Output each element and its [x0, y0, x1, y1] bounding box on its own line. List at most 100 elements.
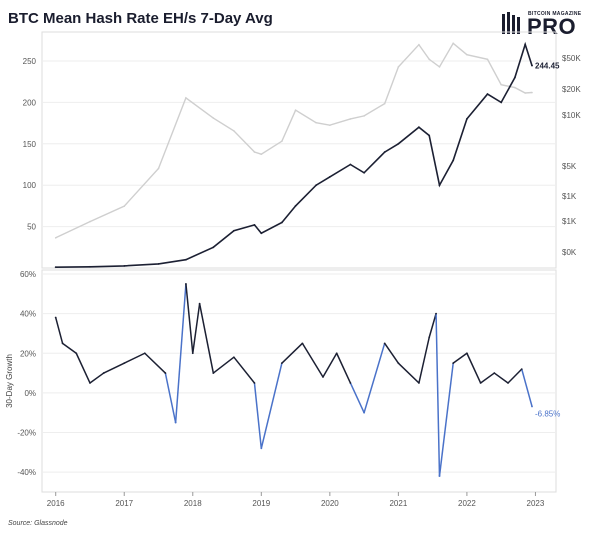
growth-segment	[363, 343, 386, 413]
hash-point	[123, 265, 126, 267]
growth-point	[212, 372, 215, 374]
growth-point	[418, 382, 420, 384]
top-y-tick-100: 100	[23, 181, 37, 190]
growth-point	[61, 342, 64, 345]
hash-point	[260, 232, 263, 235]
growth-segment	[336, 352, 352, 384]
price-point	[212, 117, 215, 119]
price-point	[349, 118, 352, 120]
price-point	[452, 42, 455, 45]
hash-point	[349, 163, 352, 166]
growth-point	[75, 352, 78, 355]
growth-point	[438, 475, 441, 478]
growth-segment	[174, 283, 187, 423]
top-y-tick-250: 250	[23, 57, 37, 66]
growth-segment	[54, 317, 64, 344]
growth-segment	[301, 342, 324, 378]
price-point	[531, 91, 533, 94]
x-tick-label: 2023	[527, 499, 545, 508]
bottom-y-tick: -40%	[17, 468, 36, 477]
growth-point	[363, 411, 366, 414]
growth-point	[322, 376, 324, 378]
growth-segment	[438, 363, 454, 477]
growth-point	[143, 352, 146, 355]
growth-point	[452, 362, 455, 365]
price-axis-tick: $1K	[562, 192, 577, 201]
hash-point	[466, 118, 468, 120]
growth-point	[164, 372, 167, 374]
price-point	[383, 102, 386, 105]
growth-segment	[103, 362, 125, 374]
growth-point	[507, 382, 509, 384]
hash-point	[397, 142, 400, 145]
growth-segment	[281, 342, 303, 364]
growth-last-value-label: -6.85%	[535, 409, 560, 418]
bottom-y-tick: 40%	[20, 310, 36, 319]
hash-point	[418, 126, 420, 129]
growth-segment	[62, 342, 77, 354]
growth-point	[54, 316, 57, 319]
price-point	[397, 66, 400, 68]
price-point	[294, 109, 297, 111]
top-y-tick-50: 50	[27, 223, 36, 232]
bottom-y-axis-label: 30-Day Growth	[5, 354, 14, 408]
price-point	[89, 220, 91, 223]
price-point	[500, 83, 502, 86]
hash-point	[157, 262, 160, 265]
price-point	[329, 124, 331, 127]
growth-segment	[322, 352, 338, 378]
price-point	[486, 58, 489, 61]
hash-point	[428, 134, 431, 137]
growth-segment	[384, 342, 399, 364]
bottom-panel-frame	[41, 269, 557, 493]
brand-pro-text: PRO	[527, 14, 577, 39]
price-axis-tick: $5K	[562, 162, 577, 171]
growth-segment	[260, 362, 283, 449]
hash-last-value-label: 244.45	[535, 62, 560, 71]
growth-segment	[349, 382, 365, 414]
brand-bars-icon	[502, 12, 520, 34]
brand-logo: BITCOIN MAGAZINE PRO	[502, 6, 592, 39]
hash-point	[513, 76, 516, 79]
growth-segment	[466, 352, 482, 384]
growth-segment	[185, 283, 194, 354]
growth-point	[102, 372, 105, 374]
bottom-y-tick: 0%	[24, 389, 36, 398]
hash-point	[531, 64, 533, 67]
growth-segment	[435, 313, 441, 477]
series-hash-rate	[55, 41, 533, 268]
hash-point	[383, 151, 386, 153]
growth-point	[349, 382, 352, 384]
growth-point	[174, 421, 177, 424]
growth-segment	[480, 372, 495, 384]
hash-point	[253, 224, 256, 226]
price-point	[233, 130, 235, 132]
price-point	[418, 43, 420, 46]
top-y-tick-200: 200	[23, 98, 37, 107]
price-point	[253, 151, 256, 153]
price-point	[54, 237, 57, 239]
growth-segment	[144, 352, 166, 374]
price-axis-tick: $10K	[562, 111, 581, 120]
x-tick-label: 2021	[389, 499, 407, 508]
chart-title: BTC Mean Hash Rate EH/s 7-Day Avg	[8, 10, 273, 27]
growth-point	[301, 342, 304, 345]
price-axis-tick: $0K	[562, 248, 577, 257]
growth-segment	[521, 368, 533, 407]
growth-point	[428, 336, 431, 339]
price-axis-tick: $1K	[562, 217, 577, 226]
growth-segment	[212, 356, 235, 374]
growth-segment	[418, 337, 430, 384]
growth-point	[397, 362, 400, 365]
brand-small-text: BITCOIN MAGAZINE	[528, 11, 582, 17]
growth-point	[435, 312, 437, 315]
price-point	[524, 92, 526, 94]
growth-segment	[164, 372, 177, 423]
price-point	[315, 121, 317, 124]
growth-segment	[192, 303, 201, 354]
bottom-y-tick: 60%	[20, 270, 36, 279]
hash-point	[438, 184, 441, 187]
hash-point	[315, 184, 318, 187]
growth-segment	[198, 303, 215, 374]
